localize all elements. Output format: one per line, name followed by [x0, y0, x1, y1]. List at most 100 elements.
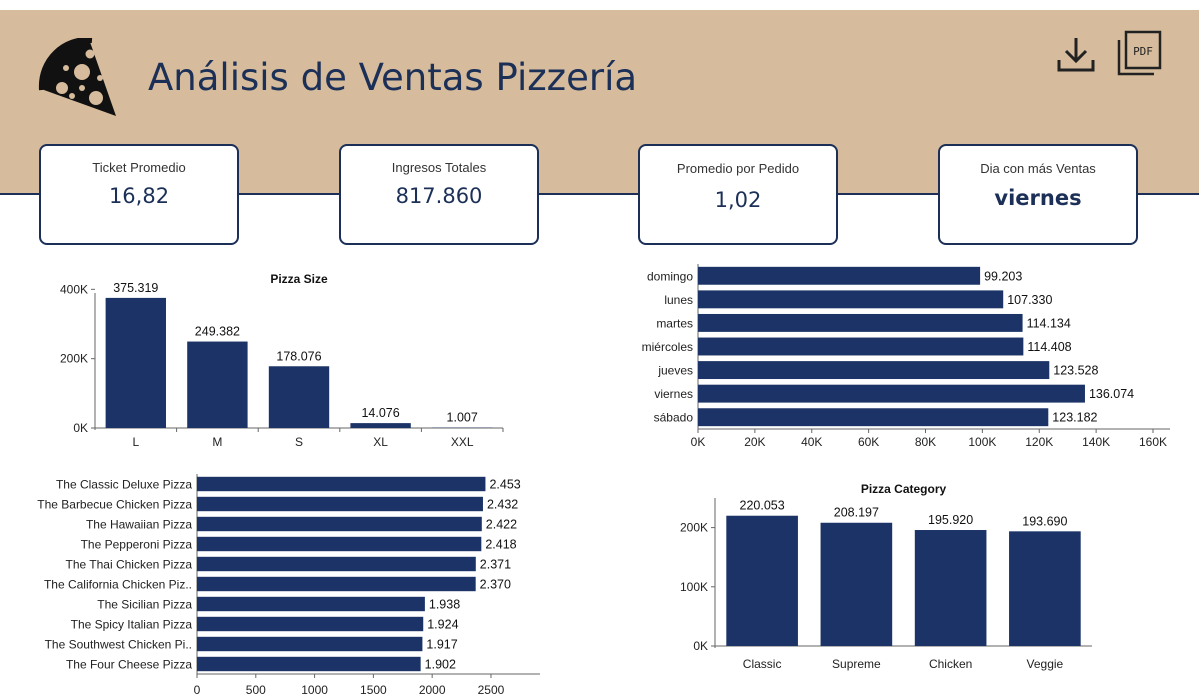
- bar: [197, 536, 482, 552]
- kpi-card-ticket-promedio: Ticket Promedio 16,82: [39, 144, 239, 245]
- x-category-label: M: [212, 435, 222, 449]
- y-category-label: The California Chicken Piz..: [44, 578, 192, 592]
- chart-title: Pizza Size: [270, 272, 328, 286]
- pizza-slice-icon: [38, 38, 116, 116]
- bar-value-label: 123.182: [1052, 411, 1097, 425]
- chart-title: Pizza Category: [861, 482, 947, 496]
- y-category-label: domingo: [647, 269, 693, 283]
- x-category-label: Veggie: [1027, 657, 1064, 671]
- x-tick-label: 100K: [968, 435, 996, 449]
- y-category-label: viernes: [654, 387, 693, 401]
- bar: [698, 313, 1023, 332]
- x-tick-label: 80K: [915, 435, 936, 449]
- bar-value-label: 220.053: [740, 499, 785, 513]
- y-category-label: jueves: [657, 364, 693, 378]
- bar-value-label: 2.422: [486, 518, 517, 532]
- bar: [1009, 531, 1081, 646]
- x-tick-label: 160K: [1139, 435, 1167, 449]
- bar-value-label: 136.074: [1089, 387, 1134, 401]
- x-tick-label: 140K: [1082, 435, 1110, 449]
- y-tick-label: 0K: [693, 639, 708, 653]
- y-category-label: lunes: [664, 293, 693, 307]
- bar-value-label: 1.924: [427, 618, 458, 632]
- bar: [268, 366, 330, 428]
- bar: [698, 384, 1085, 403]
- bar: [105, 297, 166, 428]
- x-tick-label: 1500: [360, 683, 387, 697]
- kpi-label: Promedio por Pedido: [676, 161, 800, 176]
- bar: [197, 476, 486, 492]
- bar: [914, 530, 987, 646]
- download-button[interactable]: [1055, 32, 1099, 76]
- x-tick-label: 2000: [419, 683, 446, 697]
- bar-value-label: 2.432: [487, 498, 518, 512]
- top-pizzas-chart: The Classic Deluxe Pizza 2.453 The Barbecu…: [37, 474, 540, 697]
- kpi-label: Ticket Promedio: [92, 160, 186, 175]
- bar-value-label: 114.408: [1027, 340, 1071, 354]
- pizza-category-chart: Pizza Category 0K 100K 200K 220.053 Classic 20…: [680, 482, 1092, 671]
- banner-divider: [0, 193, 1199, 195]
- bar-value-label: 195.920: [928, 513, 973, 527]
- bar: [197, 496, 483, 512]
- y-category-label: The Southwest Chicken Pi..: [45, 638, 192, 652]
- bar-value-label: 1.938: [429, 598, 460, 612]
- bar-value-label: 178.076: [276, 349, 321, 363]
- bar: [197, 516, 482, 532]
- bar: [698, 290, 1004, 309]
- x-tick-label: 0: [194, 683, 201, 697]
- bar-value-label: 14.076: [361, 406, 399, 420]
- bar: [187, 341, 248, 428]
- x-category-label: Chicken: [929, 657, 972, 671]
- bar-value-label: 249.382: [195, 325, 240, 339]
- x-tick-label: 20K: [744, 435, 765, 449]
- bar-value-label: 123.528: [1053, 364, 1098, 378]
- y-category-label: sábado: [654, 411, 694, 425]
- pdf-export-button[interactable]: PDF: [1116, 30, 1162, 76]
- x-tick-label: 2500: [478, 683, 505, 697]
- bar: [698, 337, 1024, 356]
- y-tick-label: 100K: [680, 580, 708, 594]
- bar-value-label: 2.453: [489, 478, 520, 492]
- x-tick-label: 0K: [691, 435, 706, 449]
- pizza-size-chart: Pizza Size 0K 200K 400K 375.319 L 249.382 M 178.…: [60, 272, 504, 449]
- bar-value-label: 99.203: [984, 269, 1022, 283]
- y-category-label: miércoles: [642, 340, 693, 354]
- sales-by-day-chart: domingo 99.203 lunes 107.330 martes 114.134 mi…: [642, 264, 1170, 449]
- y-category-label: martes: [656, 316, 693, 330]
- bar-value-label: 1.007: [447, 411, 478, 425]
- y-category-label: The Classic Deluxe Pizza: [56, 478, 192, 492]
- bar: [197, 596, 425, 612]
- x-category-label: Classic: [743, 657, 782, 671]
- y-category-label: The Sicilian Pizza: [97, 598, 192, 612]
- bar-value-label: 193.690: [1022, 514, 1067, 528]
- y-category-label: The Pepperoni Pizza: [81, 538, 193, 552]
- y-tick-label: 200K: [60, 352, 88, 366]
- bar: [197, 656, 421, 672]
- bar-value-label: 2.418: [485, 538, 516, 552]
- bar: [197, 556, 476, 572]
- bar: [820, 522, 893, 646]
- x-tick-label: 60K: [858, 435, 879, 449]
- y-category-label: The Hawaiian Pizza: [86, 518, 192, 532]
- bar-value-label: 208.197: [834, 506, 879, 520]
- x-category-label: L: [132, 435, 139, 449]
- bar-value-label: 1.917: [426, 638, 457, 652]
- bar: [726, 515, 798, 646]
- kpi-card-dia-con-mas-ventas: Dia con más Ventas viernes: [938, 144, 1138, 245]
- y-tick-label: 400K: [60, 282, 88, 296]
- kpi-label: Ingresos Totales: [391, 160, 487, 175]
- pdf-label: PDF: [1133, 45, 1153, 58]
- pdf-export-icon: PDF: [1117, 30, 1162, 76]
- y-tick-label: 0K: [73, 421, 88, 435]
- bar: [197, 636, 423, 652]
- bar-value-label: 375.319: [113, 281, 158, 295]
- bar-value-label: 2.371: [480, 558, 511, 572]
- bar: [197, 576, 476, 592]
- download-icon: [1057, 38, 1095, 72]
- x-tick-label: 500: [246, 683, 266, 697]
- bar: [698, 408, 1049, 427]
- bar: [698, 266, 981, 285]
- bar-value-label: 1.902: [425, 658, 456, 672]
- x-category-label: XL: [373, 435, 388, 449]
- bar-value-label: 114.134: [1027, 316, 1071, 330]
